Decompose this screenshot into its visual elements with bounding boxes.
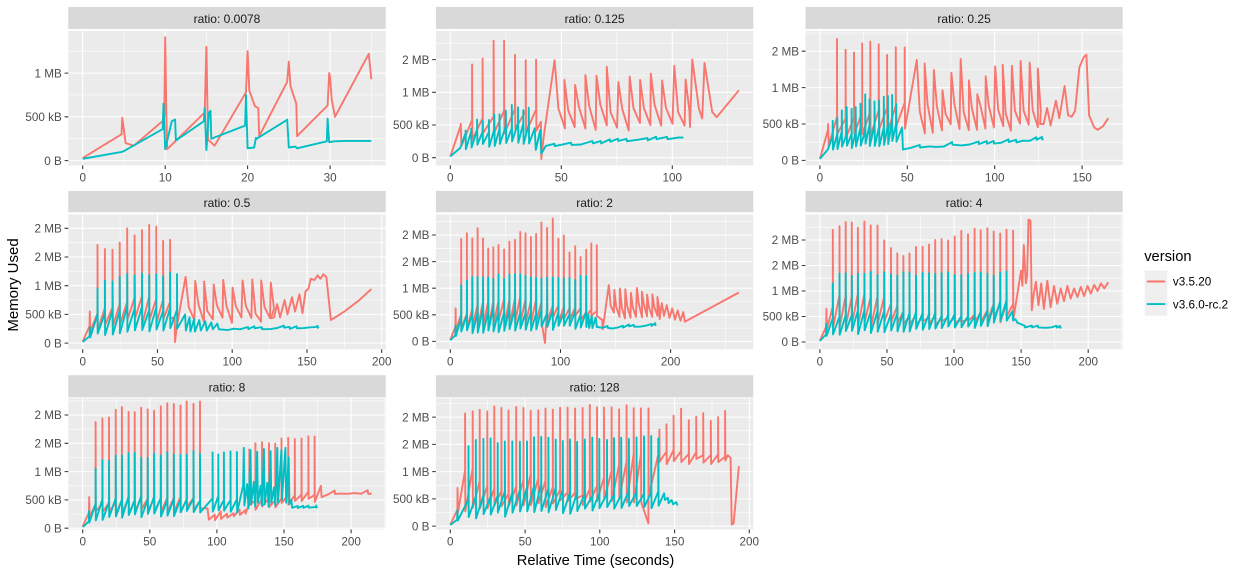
svg-text:2 MB: 2 MB [35,409,62,422]
svg-text:ratio: 128: ratio: 128 [570,380,620,394]
svg-text:200: 200 [661,355,681,368]
svg-text:1 MB: 1 MB [402,466,429,479]
svg-text:2 MB: 2 MB [772,234,799,247]
svg-text:1 MB: 1 MB [35,466,62,479]
svg-text:30: 30 [324,172,338,185]
svg-text:100: 100 [590,536,610,549]
svg-text:0 B: 0 B [44,155,62,168]
svg-text:v3.5.20: v3.5.20 [1173,276,1212,289]
svg-text:50: 50 [880,355,894,368]
svg-text:1 MB: 1 MB [772,82,799,95]
svg-text:500 kB: 500 kB [763,118,800,131]
svg-text:0: 0 [447,355,454,368]
svg-text:ratio: 0.0078: ratio: 0.0078 [194,12,261,26]
svg-text:50: 50 [555,172,569,185]
svg-text:100: 100 [551,355,571,368]
svg-text:0: 0 [79,355,86,368]
svg-text:0 B: 0 B [781,336,799,349]
svg-text:ratio: 0.125: ratio: 0.125 [565,12,625,26]
svg-text:10: 10 [159,172,173,185]
svg-text:0 B: 0 B [412,520,430,533]
svg-text:1 MB: 1 MB [772,285,799,298]
svg-text:2 MB: 2 MB [402,54,429,67]
svg-text:200: 200 [1078,355,1098,368]
svg-text:0: 0 [79,172,86,185]
svg-text:100: 100 [944,355,964,368]
svg-text:2 MB: 2 MB [402,411,429,424]
svg-text:v3.6.0-rc.2: v3.6.0-rc.2 [1173,298,1228,311]
svg-text:ratio: 8: ratio: 8 [209,380,246,394]
svg-text:0 B: 0 B [781,155,799,168]
svg-text:2 MB: 2 MB [772,260,799,273]
svg-text:50: 50 [143,536,157,549]
svg-text:150: 150 [1011,355,1031,368]
svg-text:150: 150 [1072,172,1092,185]
svg-text:150: 150 [297,355,317,368]
svg-text:500 kB: 500 kB [393,493,430,506]
svg-text:500 kB: 500 kB [25,494,62,507]
svg-text:0 B: 0 B [44,522,62,535]
svg-text:100: 100 [222,355,242,368]
svg-text:0: 0 [817,355,824,368]
svg-text:500 kB: 500 kB [25,309,62,322]
svg-text:100: 100 [985,172,1005,185]
svg-text:ratio: 4: ratio: 4 [946,196,983,210]
svg-text:2 MB: 2 MB [772,45,799,58]
svg-text:0: 0 [79,536,86,549]
svg-text:100: 100 [207,536,227,549]
svg-text:50: 50 [151,355,165,368]
svg-text:0: 0 [447,172,454,185]
svg-text:2 MB: 2 MB [35,438,62,451]
svg-text:ratio: 0.5: ratio: 0.5 [204,196,251,210]
svg-text:500 kB: 500 kB [763,311,800,324]
svg-text:ratio: 2: ratio: 2 [576,196,613,210]
svg-text:2 MB: 2 MB [402,439,429,452]
svg-text:version: version [1144,249,1191,265]
svg-text:50: 50 [901,172,915,185]
svg-text:20: 20 [241,172,255,185]
svg-text:Relative Time (seconds): Relative Time (seconds) [517,553,675,569]
svg-text:ratio: 0.25: ratio: 0.25 [937,12,991,26]
svg-text:2 MB: 2 MB [402,256,429,269]
svg-text:2 MB: 2 MB [402,229,429,242]
svg-text:200: 200 [740,536,760,549]
svg-text:0 B: 0 B [412,336,430,349]
svg-text:2 MB: 2 MB [35,223,62,236]
svg-text:Memory Used: Memory Used [5,238,22,331]
svg-text:1 MB: 1 MB [35,280,62,293]
svg-text:200: 200 [341,536,361,549]
svg-text:1 MB: 1 MB [402,87,429,100]
svg-text:2 MB: 2 MB [35,251,62,264]
svg-text:500 kB: 500 kB [393,119,430,132]
svg-text:500 kB: 500 kB [393,309,430,322]
svg-text:1 MB: 1 MB [35,67,62,80]
svg-text:200: 200 [372,355,392,368]
svg-text:500 kB: 500 kB [25,111,62,124]
svg-text:150: 150 [665,536,685,549]
svg-text:1 MB: 1 MB [402,282,429,295]
svg-text:50: 50 [519,536,533,549]
svg-text:0 B: 0 B [412,152,430,165]
svg-text:0 B: 0 B [44,337,62,350]
svg-text:0: 0 [447,536,454,549]
svg-text:150: 150 [274,536,294,549]
svg-text:0: 0 [817,172,824,185]
svg-text:100: 100 [663,172,683,185]
